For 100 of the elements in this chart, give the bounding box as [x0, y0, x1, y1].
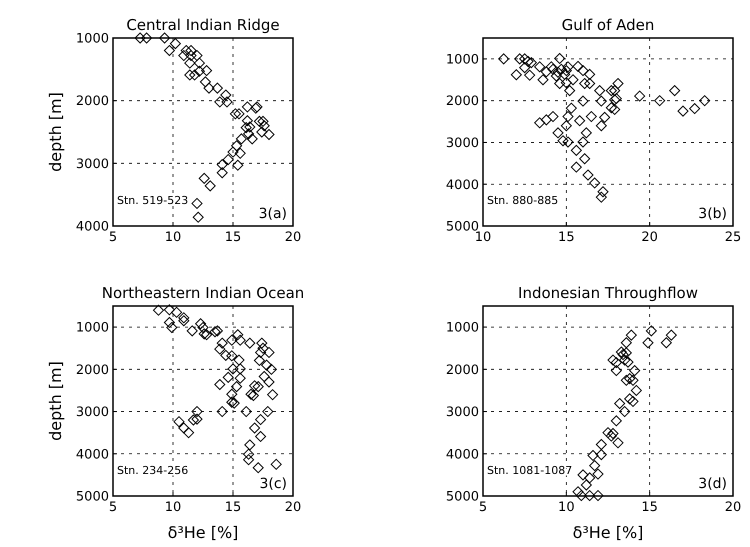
point — [234, 148, 246, 159]
point — [184, 58, 196, 69]
x-tick-label: 10 — [474, 230, 492, 245]
x-tick-label: 10 — [164, 230, 182, 245]
point — [606, 430, 617, 442]
point — [222, 96, 232, 108]
chart-title: Central Indian Ridge — [126, 16, 280, 34]
point — [628, 396, 638, 407]
point — [204, 180, 216, 192]
point — [584, 472, 596, 484]
point — [588, 450, 598, 461]
point — [620, 374, 632, 386]
point — [592, 468, 604, 480]
point — [258, 120, 270, 132]
point — [596, 438, 607, 450]
point — [610, 365, 622, 376]
point — [236, 133, 247, 144]
point — [254, 116, 265, 127]
x-tick-label: 20 — [724, 500, 742, 515]
point — [642, 337, 654, 348]
annotation: Stn. 880-885 — [487, 194, 558, 207]
point — [619, 406, 630, 418]
y-tick-label: 4000 — [76, 447, 109, 462]
y-tick-label: 4000 — [76, 220, 109, 235]
point — [618, 349, 628, 360]
x-tick-label: 5 — [478, 500, 488, 515]
point — [200, 76, 211, 88]
point — [622, 356, 634, 368]
annotation: 3(b) — [698, 206, 727, 222]
y-tick-label: 3000 — [446, 136, 479, 151]
y-tick-label: 2000 — [446, 94, 479, 110]
point — [231, 140, 242, 152]
point — [242, 115, 253, 126]
point — [228, 146, 238, 158]
point — [624, 373, 636, 384]
point — [234, 108, 244, 120]
point — [624, 393, 636, 404]
chart-title: Indonesian Throughflow — [518, 284, 698, 302]
annotation: 3(d) — [698, 476, 727, 492]
point — [620, 337, 632, 348]
point — [626, 330, 637, 341]
point — [198, 172, 210, 184]
x-tick-label: 15 — [224, 230, 242, 245]
point — [258, 116, 268, 127]
y-tick-label: 1000 — [446, 320, 479, 336]
point — [242, 101, 253, 112]
point — [194, 66, 205, 77]
point — [610, 357, 622, 368]
point — [134, 32, 146, 44]
y-tick-label: 1000 — [76, 32, 109, 47]
y-tick-label: 1000 — [446, 52, 479, 68]
point — [192, 50, 202, 62]
point — [584, 490, 596, 502]
point — [240, 122, 252, 134]
x-tick-label: 15 — [224, 500, 242, 515]
annotation: Stn. 519-523 — [117, 194, 188, 207]
point — [576, 490, 587, 502]
point — [189, 69, 200, 80]
y-tick-label: 5000 — [76, 490, 109, 505]
annotation: 3(a) — [258, 206, 287, 222]
y-tick-label: 1000 — [76, 320, 109, 336]
point — [629, 365, 640, 376]
point — [612, 437, 624, 448]
point — [216, 159, 228, 170]
point — [164, 45, 175, 56]
y-tick-label: 4000 — [446, 447, 479, 462]
annotation: Stn. 234-256 — [117, 464, 188, 477]
x-tick-label: 15 — [641, 500, 658, 515]
point — [646, 325, 657, 336]
point — [159, 32, 170, 44]
point — [602, 427, 614, 438]
x-axis-title: δ³He [%] — [572, 523, 644, 542]
point — [212, 82, 223, 94]
x-tick-label: 10 — [558, 500, 575, 515]
point — [178, 50, 190, 62]
point — [230, 108, 241, 120]
point — [619, 354, 630, 366]
point — [141, 32, 152, 44]
point — [608, 354, 618, 366]
point — [204, 82, 214, 94]
point — [216, 167, 228, 178]
x-tick-label: 15 — [558, 230, 575, 245]
point — [186, 45, 196, 56]
point — [660, 337, 672, 348]
point — [246, 133, 258, 144]
x-tick-label: 5 — [108, 500, 118, 515]
point — [589, 460, 600, 472]
y-tick-label: 3000 — [76, 405, 109, 420]
point — [244, 121, 256, 132]
y-axis-title: depth [m] — [46, 92, 65, 172]
point — [201, 65, 212, 76]
chart-title: Northeastern Indian Ocean — [102, 284, 304, 302]
point — [580, 480, 592, 491]
point — [264, 129, 274, 140]
point — [194, 58, 205, 69]
y-tick-label: 3000 — [76, 156, 109, 172]
x-axis-title: δ³He [%] — [168, 523, 238, 542]
x-tick-label: 25 — [724, 230, 742, 245]
annotation: Stn. 1081-1087 — [487, 464, 572, 477]
annotation: 3(c) — [259, 476, 287, 492]
